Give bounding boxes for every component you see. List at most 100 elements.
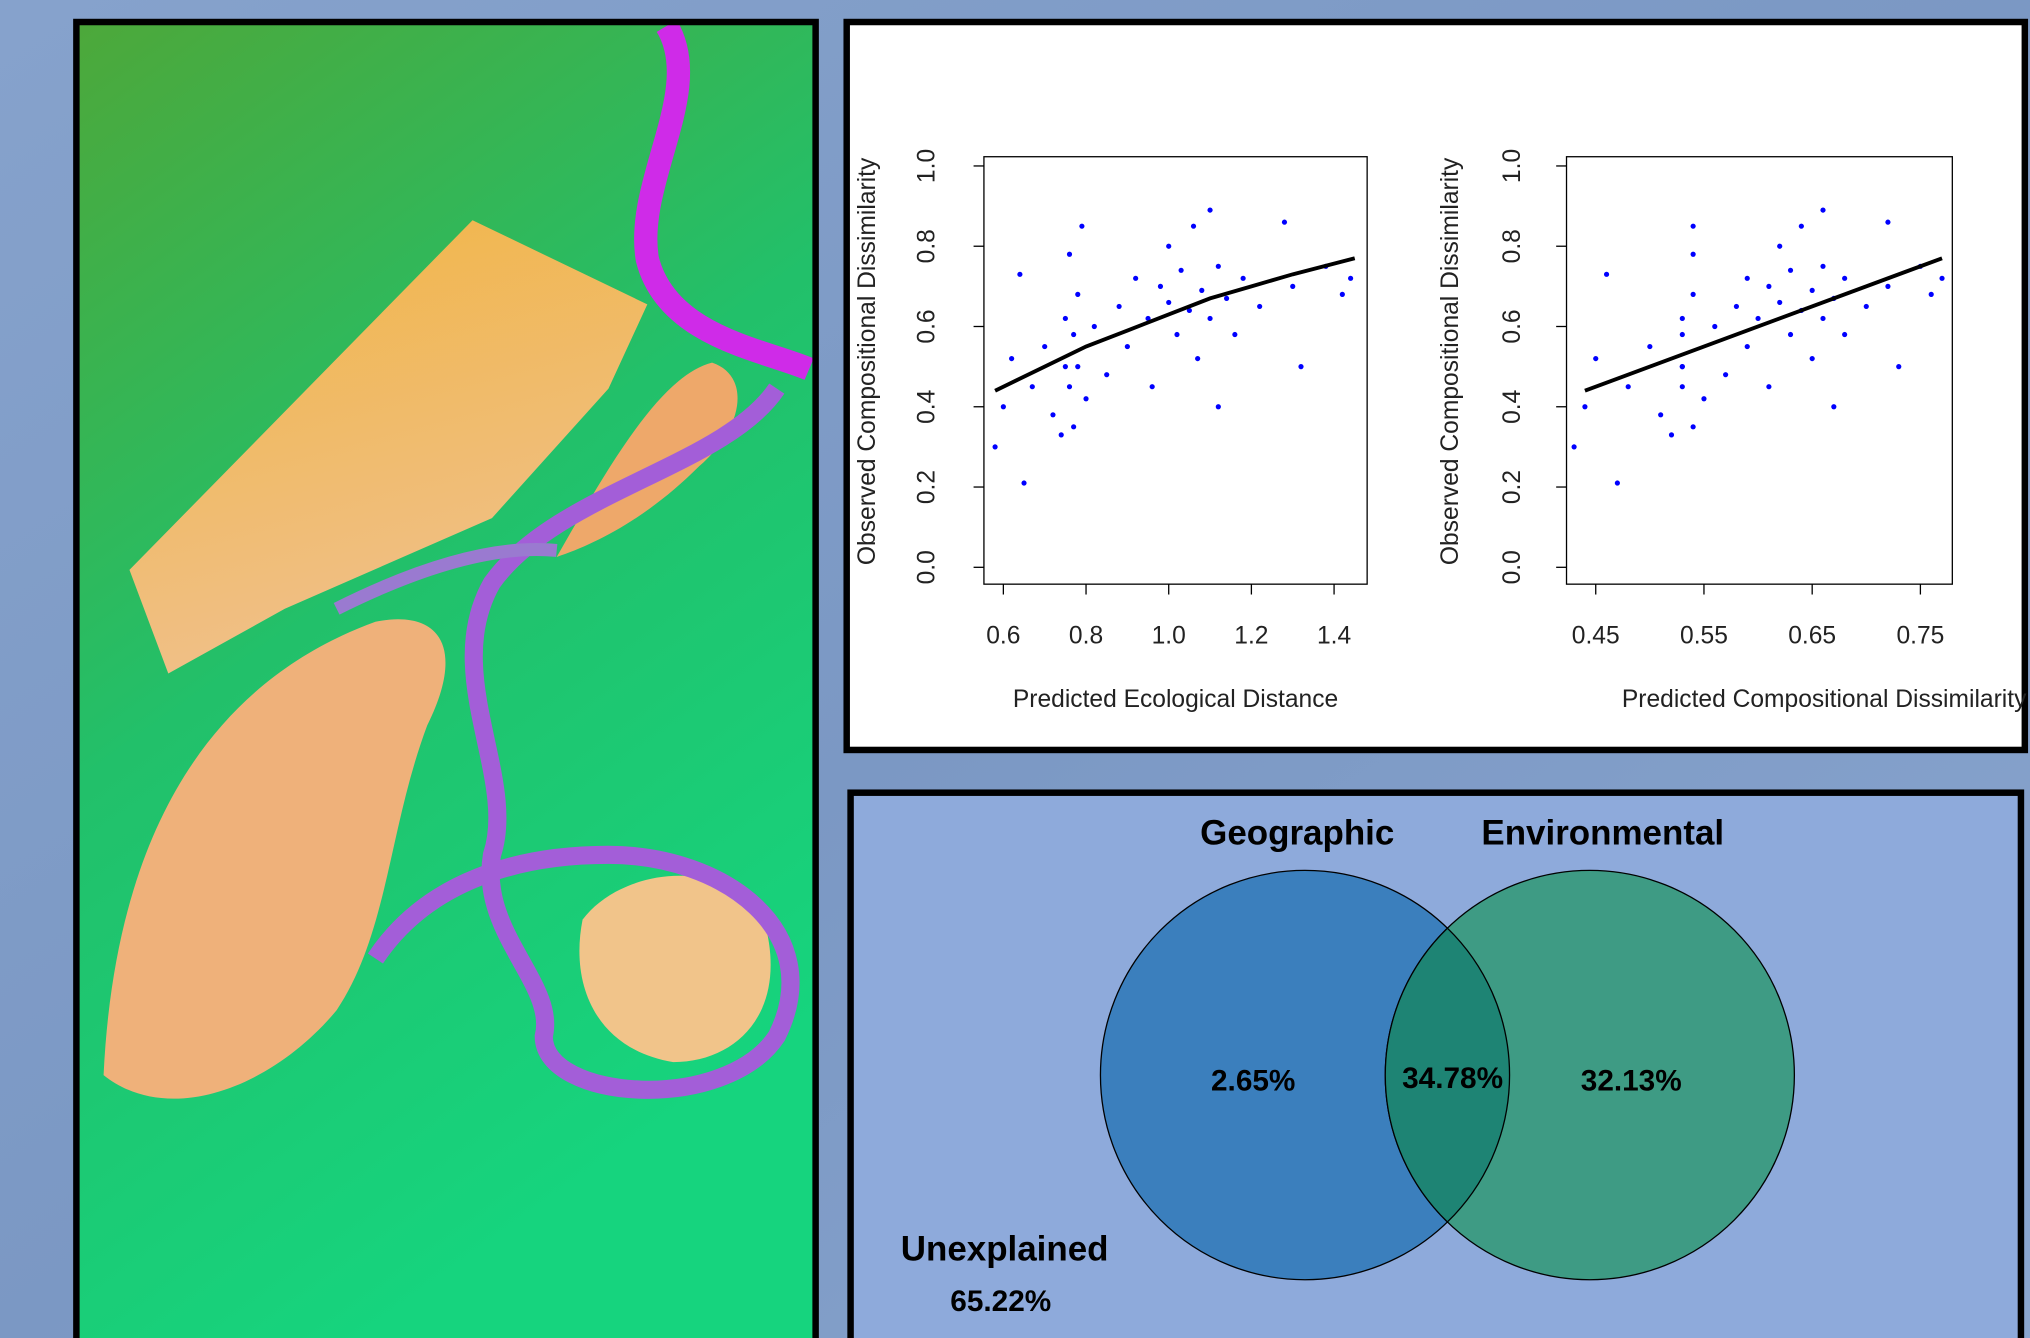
point xyxy=(1241,276,1246,281)
point xyxy=(1745,344,1750,349)
point xyxy=(1701,396,1706,401)
point xyxy=(1207,208,1212,213)
point xyxy=(1001,404,1006,409)
point xyxy=(1067,384,1072,389)
x-tick-label: 0.65 xyxy=(1788,623,1836,650)
point xyxy=(1158,284,1163,289)
point xyxy=(1647,344,1652,349)
point xyxy=(1075,292,1080,297)
point xyxy=(1079,224,1084,229)
point xyxy=(1166,300,1171,305)
point xyxy=(1669,432,1674,437)
point xyxy=(993,444,998,449)
point xyxy=(1831,404,1836,409)
y-axis-label: Observed Compositional Dissimilarity xyxy=(1437,157,1464,565)
y-tick-label: 0.6 xyxy=(1499,309,1526,343)
point xyxy=(1017,272,1022,277)
y-tick-label: 0.2 xyxy=(914,470,941,504)
point xyxy=(1734,304,1739,309)
point xyxy=(1810,288,1815,293)
point xyxy=(1626,384,1631,389)
x-tick-label: 0.8 xyxy=(1069,623,1103,650)
y-tick-label: 1.0 xyxy=(1499,149,1526,183)
point xyxy=(1885,220,1890,225)
y-tick-label: 0.6 xyxy=(914,309,941,343)
point xyxy=(1680,316,1685,321)
point xyxy=(1133,276,1138,281)
set-label: Environmental xyxy=(1481,813,1724,852)
plots-panel xyxy=(847,22,2025,750)
point xyxy=(1604,272,1609,277)
point xyxy=(1799,224,1804,229)
set-label: Geographic xyxy=(1200,813,1394,852)
point xyxy=(1059,432,1064,437)
point xyxy=(1216,404,1221,409)
point xyxy=(1207,316,1212,321)
y-tick-label: 0.0 xyxy=(914,550,941,584)
y-tick-label: 0.0 xyxy=(1499,550,1526,584)
point xyxy=(1195,356,1200,361)
point xyxy=(1117,304,1122,309)
x-tick-label: 1.2 xyxy=(1234,623,1268,650)
point xyxy=(1691,424,1696,429)
point xyxy=(1050,412,1055,417)
point xyxy=(1658,412,1663,417)
point xyxy=(1063,364,1068,369)
point xyxy=(1179,268,1184,273)
point xyxy=(1340,292,1345,297)
point xyxy=(1125,344,1130,349)
point xyxy=(1777,300,1782,305)
point xyxy=(1691,292,1696,297)
y-axis-label: Observed Compositional Dissimilarity xyxy=(854,157,881,565)
point xyxy=(1680,384,1685,389)
point xyxy=(1104,372,1109,377)
point xyxy=(1572,444,1577,449)
point xyxy=(1615,480,1620,485)
point xyxy=(1929,292,1934,297)
point xyxy=(1842,332,1847,337)
point xyxy=(1067,252,1072,257)
point xyxy=(1030,384,1035,389)
unexplained-label: Unexplained xyxy=(901,1229,1109,1268)
point xyxy=(1282,220,1287,225)
point xyxy=(1864,304,1869,309)
point xyxy=(1593,356,1598,361)
point xyxy=(1083,396,1088,401)
point xyxy=(1257,304,1262,309)
point xyxy=(1680,332,1685,337)
figure: 0.60.81.01.21.40.00.20.40.60.81.0Predict… xyxy=(0,0,2030,1338)
point xyxy=(1224,296,1229,301)
point xyxy=(1810,356,1815,361)
point xyxy=(1298,364,1303,369)
point xyxy=(1232,332,1237,337)
point xyxy=(1348,276,1353,281)
point xyxy=(1150,384,1155,389)
point xyxy=(1820,316,1825,321)
y-tick-label: 0.4 xyxy=(1499,390,1526,424)
point xyxy=(1092,324,1097,329)
point xyxy=(1216,264,1221,269)
point xyxy=(1582,404,1587,409)
point xyxy=(1691,224,1696,229)
point xyxy=(1896,364,1901,369)
point xyxy=(1755,316,1760,321)
y-tick-label: 0.2 xyxy=(1499,470,1526,504)
point xyxy=(1009,356,1014,361)
x-tick-label: 0.6 xyxy=(986,623,1020,650)
point xyxy=(1063,316,1068,321)
y-tick-label: 1.0 xyxy=(914,149,941,183)
x-axis-label: Predicted Ecological Distance xyxy=(1013,686,1338,713)
point xyxy=(1766,284,1771,289)
point xyxy=(1071,332,1076,337)
point xyxy=(1777,244,1782,249)
point xyxy=(1191,224,1196,229)
x-tick-label: 0.45 xyxy=(1572,623,1620,650)
set-value: 32.13% xyxy=(1581,1065,1682,1098)
x-tick-label: 0.75 xyxy=(1896,623,1944,650)
point xyxy=(1842,276,1847,281)
page: 0.60.81.01.21.40.00.20.40.60.81.0Predict… xyxy=(0,0,2030,1338)
point xyxy=(1042,344,1047,349)
point xyxy=(1021,480,1026,485)
x-tick-label: 0.55 xyxy=(1680,623,1728,650)
point xyxy=(1071,424,1076,429)
